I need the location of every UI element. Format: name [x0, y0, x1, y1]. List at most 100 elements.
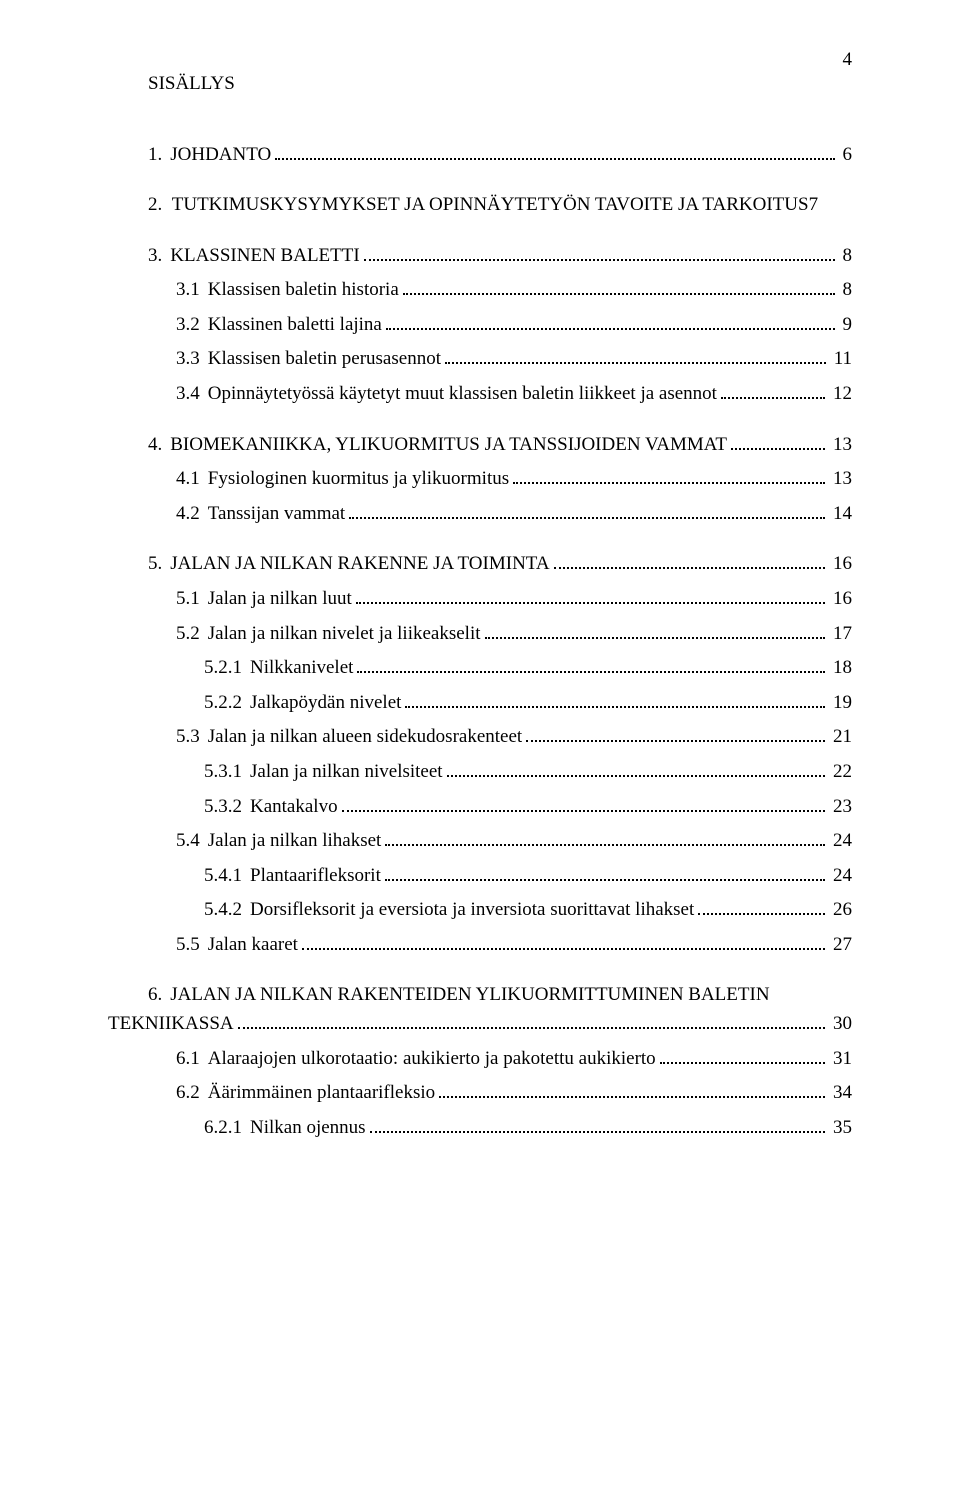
toc-leader [349, 500, 825, 519]
toc-leader [721, 380, 825, 399]
toc-entry: 5.3.1Jalan ja nilkan nivelsiteet 22 [204, 758, 852, 787]
toc-entry-label: Nilkan ojennus [250, 1114, 366, 1143]
toc-entry-label: TEKNIIKASSA [108, 1010, 234, 1039]
toc-entry-number: 5. [148, 550, 170, 579]
toc-entry: 3.1Klassisen baletin historia8 [176, 276, 852, 305]
toc-entry-number: 3.3 [176, 345, 208, 374]
toc-entry: 5.3.2Kantakalvo23 [204, 793, 852, 822]
toc-entry-number: 3.4 [176, 380, 208, 409]
toc-leader [385, 862, 825, 881]
toc-entry-page: 22 [829, 758, 852, 787]
toc-entry: 3.KLASSINEN BALETTI 8 [148, 242, 852, 271]
toc-entry-page: 24 [829, 862, 852, 891]
toc-entry-label: Jalkapöydän nivelet [250, 689, 401, 718]
toc-entry-page: 7 [809, 194, 819, 215]
toc-entry-page: 35 [829, 1114, 852, 1143]
toc-entry-label: Jalan ja nilkan nivelet ja liikeakselit [208, 620, 481, 649]
toc-entry-page: 6 [839, 141, 853, 170]
toc-leader [275, 141, 834, 160]
toc-entry-label: Jalan ja nilkan lihakset [208, 827, 382, 856]
toc-entry-number: 3. [148, 242, 170, 271]
toc-entry-page: 13 [829, 431, 852, 460]
toc-leader [356, 585, 825, 604]
toc-leader [357, 654, 825, 673]
toc-entry-page: 14 [829, 500, 852, 529]
toc-leader [698, 896, 825, 915]
toc-entry: 6.2.1Nilkan ojennus35 [204, 1114, 852, 1143]
toc-leader [302, 931, 825, 950]
toc-entry: 5.4.1Plantaarifleksorit 24 [204, 862, 852, 891]
toc-entry: 5.2.1Nilkkanivelet18 [204, 654, 852, 683]
toc-leader [513, 465, 825, 484]
toc-entry-page: 34 [829, 1079, 852, 1108]
toc-entry-number: 5.2.2 [204, 689, 250, 718]
toc-entry-page: 13 [829, 465, 852, 494]
toc-entry-label: Kantakalvo [250, 793, 338, 822]
toc-entry-label: JOHDANTO [170, 141, 271, 170]
toc-entry: 4.1Fysiologinen kuormitus ja ylikuormitu… [176, 465, 852, 494]
toc-entry-page: 18 [829, 654, 852, 683]
toc-entry-page: 26 [829, 896, 852, 925]
toc-entry-label: BIOMEKANIIKKA, YLIKUORMITUS JA TANSSIJOI… [170, 431, 727, 460]
toc-entry: 5.4Jalan ja nilkan lihakset24 [176, 827, 852, 856]
toc-leader [238, 1010, 825, 1029]
toc-entry-label: Plantaarifleksorit [250, 862, 381, 891]
toc-entry-number: 5.3.1 [204, 758, 250, 787]
toc-leader [403, 276, 835, 295]
toc-entry-page: 12 [829, 380, 852, 409]
toc-entry-label: JALAN JA NILKAN RAKENNE JA TOIMINTA [170, 550, 549, 579]
toc-entry-page: 21 [829, 723, 852, 752]
toc-leader [485, 620, 825, 639]
toc-leader [554, 550, 825, 569]
toc-entry-number: 5.3.2 [204, 793, 250, 822]
toc-entry: 5.JALAN JA NILKAN RAKENNE JA TOIMINTA 16 [148, 550, 852, 579]
toc-entry-number: 4.2 [176, 500, 208, 529]
toc-entry: 4.2Tanssijan vammat14 [176, 500, 852, 529]
toc-leader [342, 793, 825, 812]
table-of-contents: 1.JOHDANTO62. TUTKIMUSKYSYMYKSET JA OPIN… [148, 141, 852, 1143]
toc-entry-label: Fysiologinen kuormitus ja ylikuormitus [208, 465, 509, 494]
page-number: 4 [843, 46, 853, 75]
toc-entry-page: 16 [829, 550, 852, 579]
toc-entry: 5.2Jalan ja nilkan nivelet ja liikeaksel… [176, 620, 852, 649]
toc-entry-label: Jalan ja nilkan nivelsiteet [250, 758, 443, 787]
toc-entry: 5.5Jalan kaaret27 [176, 931, 852, 960]
toc-entry-number: 5.3 [176, 723, 208, 752]
toc-entry-number: 5.2 [176, 620, 208, 649]
toc-entry-page: 11 [830, 345, 852, 374]
toc-entry: 5.4.2Dorsifleksorit ja eversiota ja inve… [204, 896, 852, 925]
toc-entry-number: 5.2.1 [204, 654, 250, 683]
toc-entry-number: 6.2 [176, 1079, 208, 1108]
toc-entry: 5.3Jalan ja nilkan alueen sidekudosraken… [176, 723, 852, 752]
toc-entry-label: Klassinen baletti lajina [208, 311, 382, 340]
toc-entry-page: 16 [829, 585, 852, 614]
toc-entry-number: 2. [148, 194, 162, 215]
toc-leader [370, 1114, 825, 1133]
toc-leader [731, 431, 825, 450]
toc-entry-number: 4.1 [176, 465, 208, 494]
toc-entry: 6.1Alaraajojen ulkorotaatio: aukikierto … [176, 1045, 852, 1074]
toc-entry: 6.JALAN JA NILKAN RAKENTEIDEN YLIKUORMIT… [148, 981, 852, 1038]
toc-leader [386, 311, 835, 330]
toc-leader [660, 1045, 825, 1064]
toc-entry-page: 27 [829, 931, 852, 960]
toc-entry-page: 30 [829, 1010, 852, 1039]
toc-entry-page: 19 [829, 689, 852, 718]
toc-entry-label: KLASSINEN BALETTI [170, 242, 359, 271]
toc-entry-label: Alaraajojen ulkorotaatio: aukikierto ja … [208, 1045, 656, 1074]
toc-leader [445, 345, 826, 364]
toc-entry-page: 24 [829, 827, 852, 856]
toc-leader [447, 758, 825, 777]
toc-entry-number: 5.4.1 [204, 862, 250, 891]
toc-entry: 2. TUTKIMUSKYSYMYKSET JA OPINNÄYTETYÖN T… [148, 191, 852, 220]
toc-title: SISÄLLYS [148, 70, 852, 99]
toc-entry-number: 6. [148, 981, 170, 1010]
toc-entry-label: Klassisen baletin historia [208, 276, 399, 305]
toc-entry-label: Jalan kaaret [208, 931, 298, 960]
toc-entry-number: 3.2 [176, 311, 208, 340]
toc-entry-label: Äärimmäinen plantaarifleksio [208, 1079, 435, 1108]
toc-entry-page: 8 [839, 242, 853, 271]
toc-entry-page: 17 [829, 620, 852, 649]
document-page: 4 SISÄLLYS 1.JOHDANTO62. TUTKIMUSKYSYMYK… [0, 0, 960, 1488]
toc-entry-number: 6.1 [176, 1045, 208, 1074]
